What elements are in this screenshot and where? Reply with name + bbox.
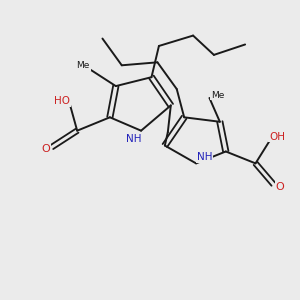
Text: Me: Me: [211, 91, 224, 100]
Text: O: O: [42, 143, 50, 154]
Text: NH: NH: [126, 134, 141, 144]
Text: Me: Me: [76, 61, 90, 70]
Text: HO: HO: [54, 96, 70, 106]
Text: OH: OH: [269, 132, 285, 142]
Text: O: O: [275, 182, 284, 192]
Text: NH: NH: [196, 152, 212, 162]
